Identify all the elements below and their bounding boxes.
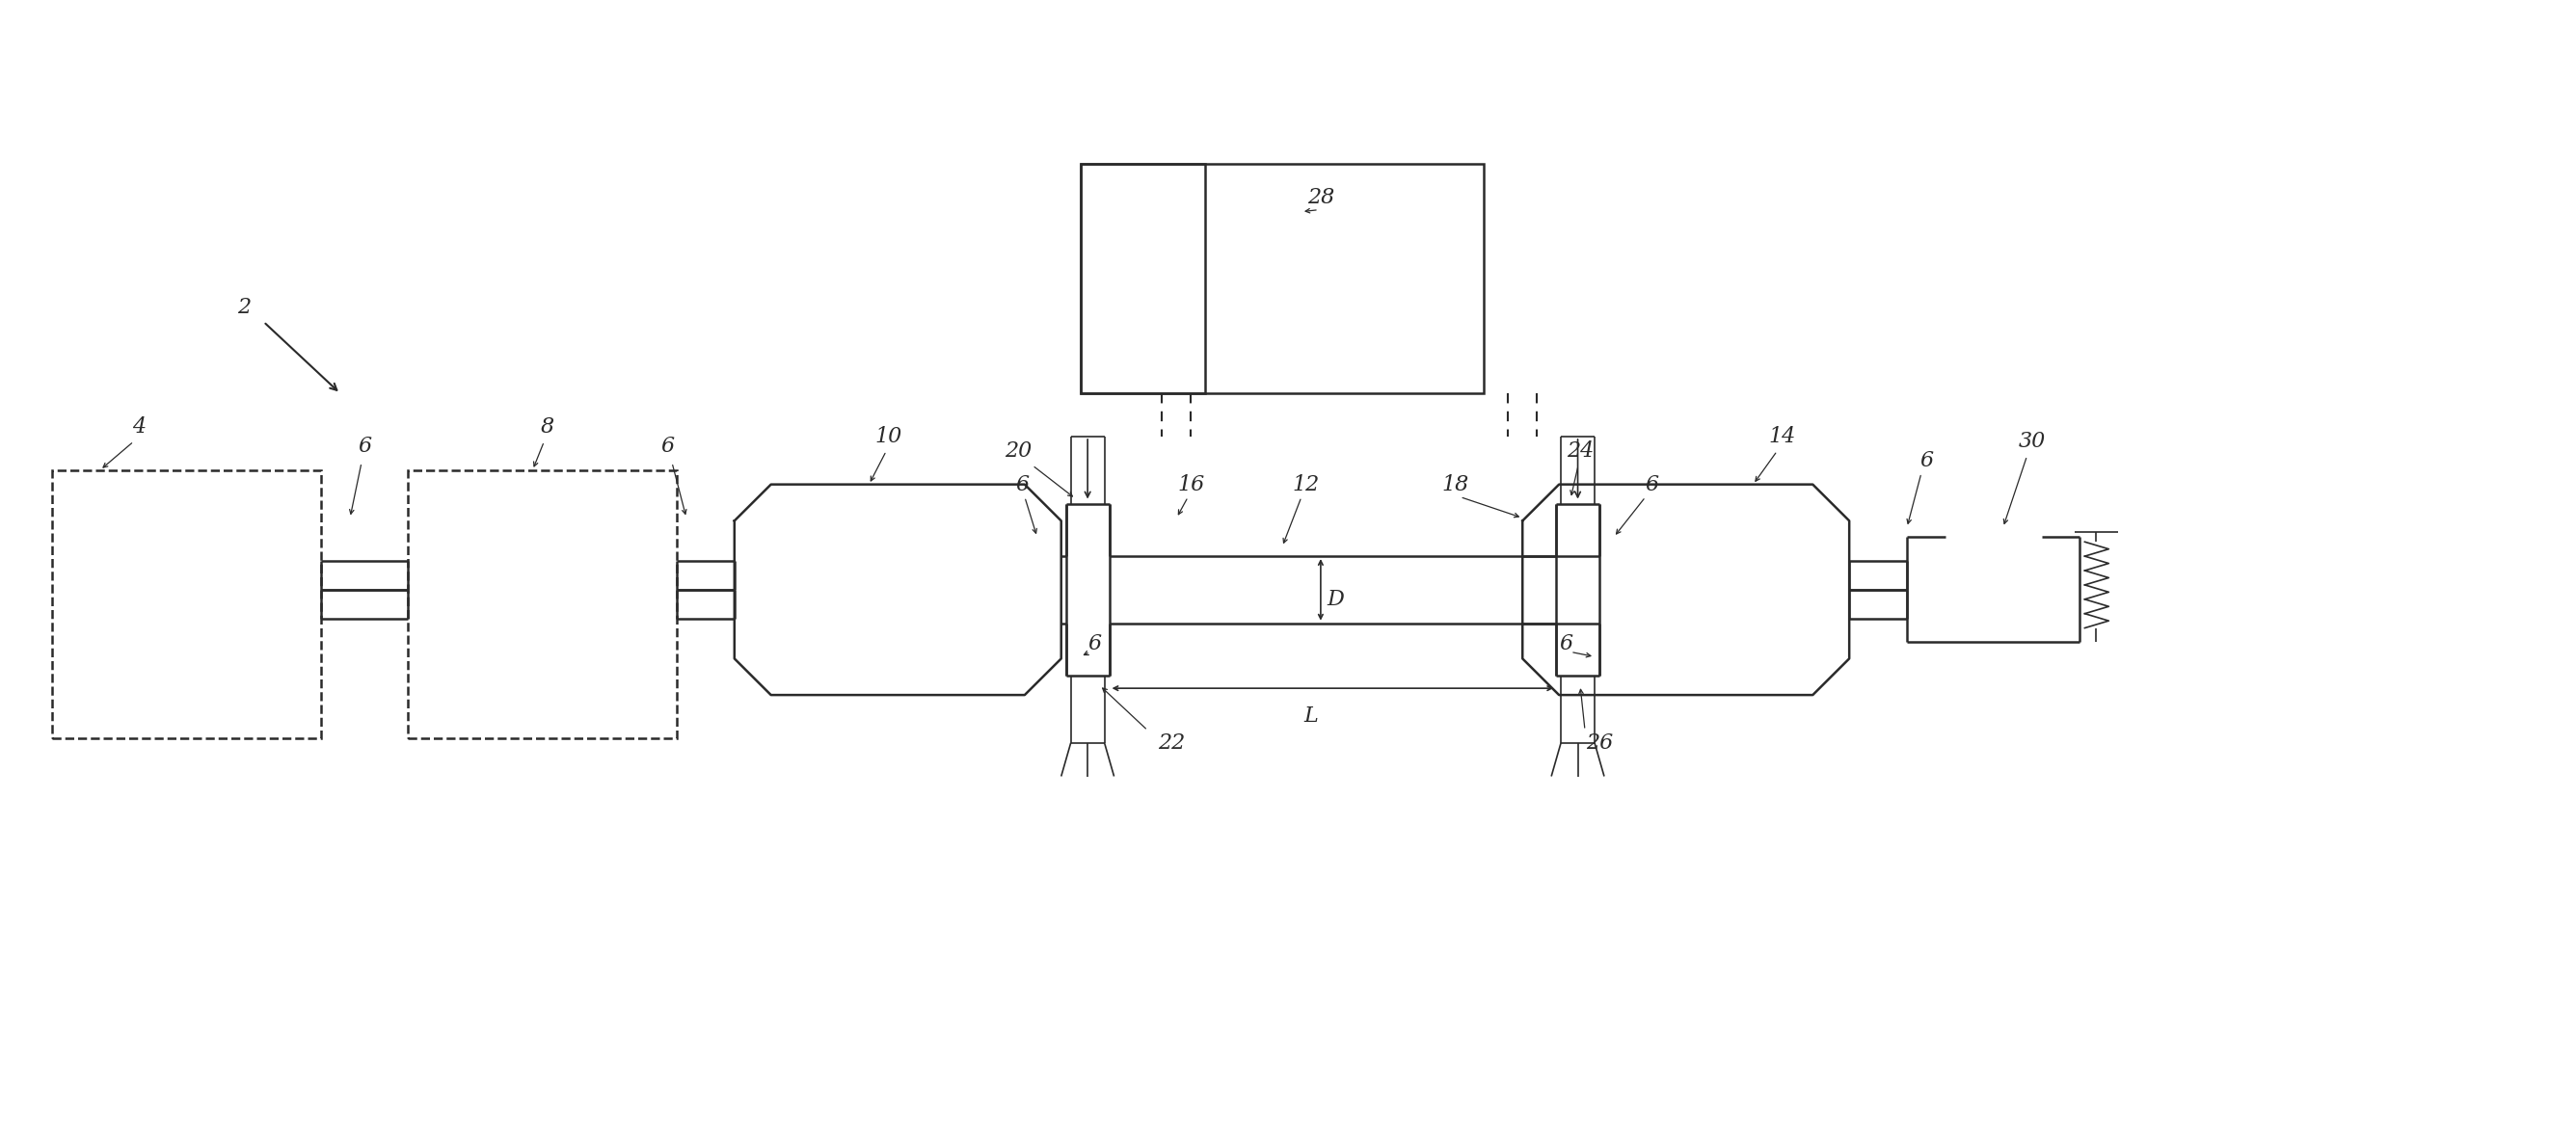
Text: 6: 6 <box>659 436 675 456</box>
Text: 4: 4 <box>131 416 144 438</box>
Text: 6: 6 <box>1646 474 1659 495</box>
Text: 28: 28 <box>1306 186 1334 208</box>
Text: 10: 10 <box>876 426 902 447</box>
Text: 14: 14 <box>1767 426 1795 447</box>
Text: 6: 6 <box>1919 450 1932 471</box>
Bar <box>407 470 677 738</box>
Text: 24: 24 <box>1566 440 1595 461</box>
Text: D: D <box>1327 589 1345 610</box>
Bar <box>52 470 322 738</box>
Text: 26: 26 <box>1587 732 1613 754</box>
Bar <box>1079 164 1206 394</box>
Text: 12: 12 <box>1293 474 1319 495</box>
Bar <box>1079 164 1484 394</box>
Text: 6: 6 <box>1087 634 1103 654</box>
Text: 18: 18 <box>1443 474 1468 495</box>
Text: 6: 6 <box>358 436 371 456</box>
Text: 2: 2 <box>237 296 250 318</box>
Text: 30: 30 <box>2017 431 2045 452</box>
Text: 16: 16 <box>1177 474 1206 495</box>
Text: L: L <box>1303 706 1319 726</box>
Text: 6: 6 <box>1558 634 1571 654</box>
Text: 8: 8 <box>541 416 554 438</box>
Text: 20: 20 <box>1005 440 1030 461</box>
Text: 22: 22 <box>1159 732 1185 754</box>
Text: 6: 6 <box>1015 474 1030 495</box>
